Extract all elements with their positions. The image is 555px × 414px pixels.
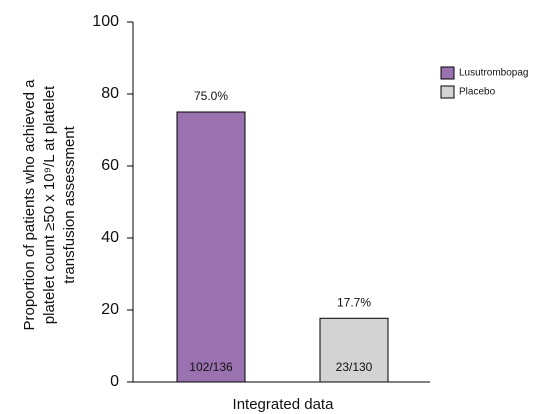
bar <box>176 111 246 383</box>
count-label: 102/136 <box>189 360 233 374</box>
bar <box>319 317 389 383</box>
y-axis-title: transfusion assessment <box>61 125 78 283</box>
y-tick-label: 40 <box>101 229 119 246</box>
legend-label: Lusutrombopag <box>459 68 529 79</box>
y-tick-label: 60 <box>101 157 119 174</box>
legend-swatch <box>440 66 455 80</box>
y-tick-label: 20 <box>101 301 119 318</box>
y-tick-label: 80 <box>101 85 119 102</box>
x-axis-title: Integrated data <box>233 396 335 413</box>
y-tick-label: 100 <box>92 13 119 30</box>
legend-label: Placebo <box>459 87 496 98</box>
y-axis-title: Proportion of patients who achieved a <box>21 79 38 331</box>
y-tick-label: 0 <box>110 373 119 390</box>
count-label: 23/130 <box>336 360 373 374</box>
y-axis-title: platelet count ≥50 x 10⁹/L at platelet <box>41 85 58 324</box>
legend-swatch <box>440 85 455 99</box>
value-label: 75.0% <box>194 89 228 103</box>
value-label: 17.7% <box>337 295 371 309</box>
